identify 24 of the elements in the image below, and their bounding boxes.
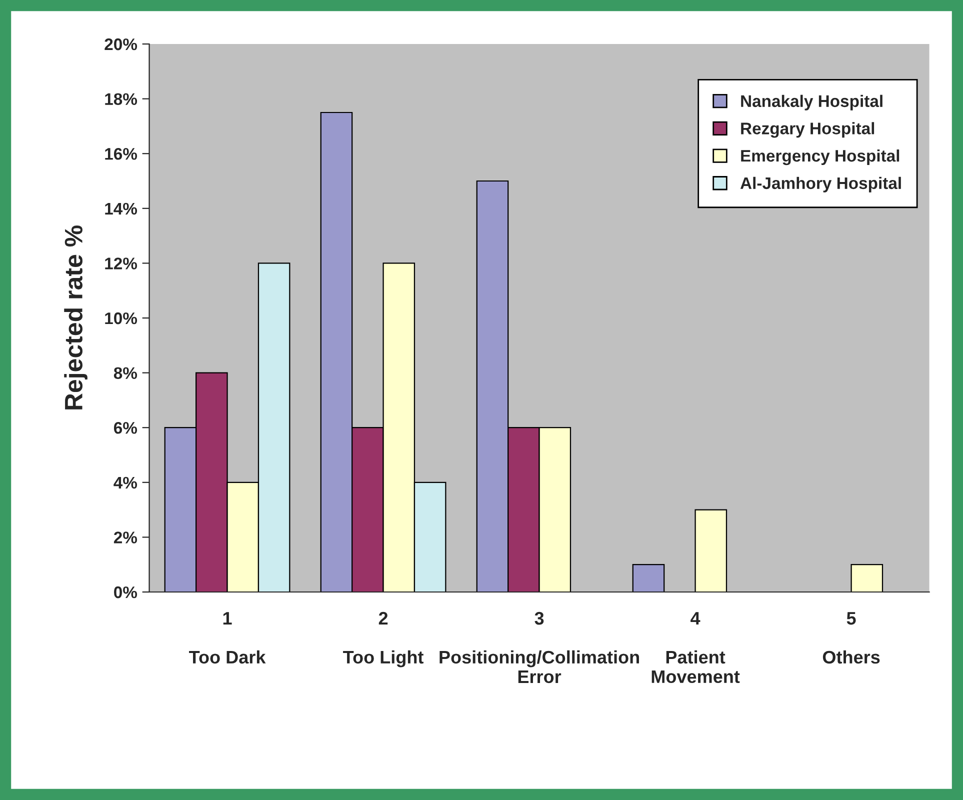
y-tick-label: 0% (114, 586, 138, 598)
category-label: 3 Positioning/Collimation Error (440, 612, 639, 684)
y-tick-label: 6% (114, 422, 138, 434)
y-tick-label: 18% (105, 93, 138, 106)
y-axis-title: Rejected rate % (64, 226, 88, 410)
y-tick-label: 2% (114, 532, 138, 544)
category-label: 1 Too Dark (189, 612, 266, 664)
y-tick-label: 16% (105, 148, 138, 160)
y-tick-label: 4% (114, 476, 138, 489)
category-label: 5 Others (822, 612, 880, 664)
y-tick-label: 8% (114, 367, 138, 380)
legend-label: Rezgary Hospital (741, 122, 874, 138)
bar (850, 564, 884, 592)
y-tick-label: 20% (104, 38, 138, 50)
legend-label: Nanakaly Hospital (741, 94, 882, 110)
bar (632, 564, 665, 592)
legend-label: Al-Jamhory Hospital (740, 176, 901, 192)
bar (694, 509, 728, 592)
y-tick-label: 10% (105, 312, 138, 324)
y-tick-label: 14% (105, 202, 138, 215)
category-label: 4 Patient Movement (652, 612, 740, 684)
legend-label: Emergency Hospital (741, 149, 900, 166)
y-tick-label: 12% (105, 258, 138, 270)
category-label: 2 Too Light (343, 612, 424, 668)
